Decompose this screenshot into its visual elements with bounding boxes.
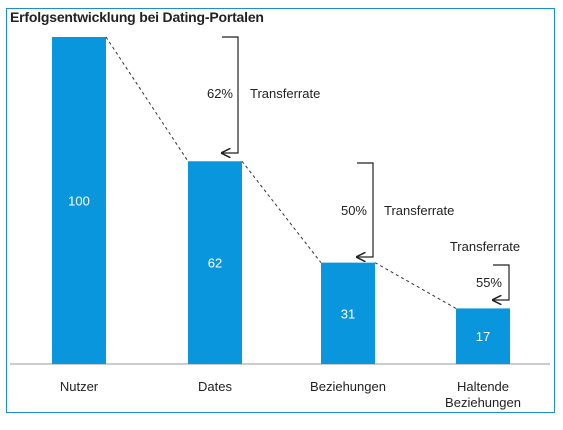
bar-value-label-3: 17: [476, 329, 490, 344]
transfer-bracket-arrow-2: [493, 264, 510, 300]
bar-value-label-2: 31: [341, 306, 355, 321]
category-label-0: Nutzer: [60, 379, 99, 394]
transfer-label-1: Transferrate: [384, 203, 454, 218]
bar-2: [321, 262, 375, 364]
chart-frame: [6, 8, 555, 413]
category-label-1: Dates: [198, 379, 232, 394]
bar-value-label-1: 62: [208, 256, 222, 271]
chart-title: Erfolgsentwicklung bei Dating-Portalen: [10, 9, 264, 25]
bar-0: [52, 37, 106, 364]
category-label-3-line-1: Beziehungen: [445, 395, 521, 410]
bar-3: [456, 308, 510, 364]
transfer-label-0: Transferrate: [250, 86, 320, 101]
transfer-bracket-arrow-1: [357, 162, 374, 257]
transfer-percent-0: 62%: [207, 86, 233, 101]
transfer-label-2: Transferrate: [450, 239, 520, 254]
bar-1: [188, 161, 242, 364]
transfer-connector-2: [374, 262, 457, 309]
bar-value-label-0: 100: [68, 194, 90, 209]
transfer-percent-2: 55%: [476, 275, 502, 290]
category-label-2: Beziehungen: [310, 379, 386, 394]
transfer-percent-1: 50%: [341, 203, 367, 218]
transfer-connector-1: [241, 160, 322, 263]
transfer-connector-0: [105, 36, 189, 162]
transfer-bracket-arrow-0: [222, 36, 239, 153]
category-label-3-line-0: Haltende: [457, 379, 509, 394]
